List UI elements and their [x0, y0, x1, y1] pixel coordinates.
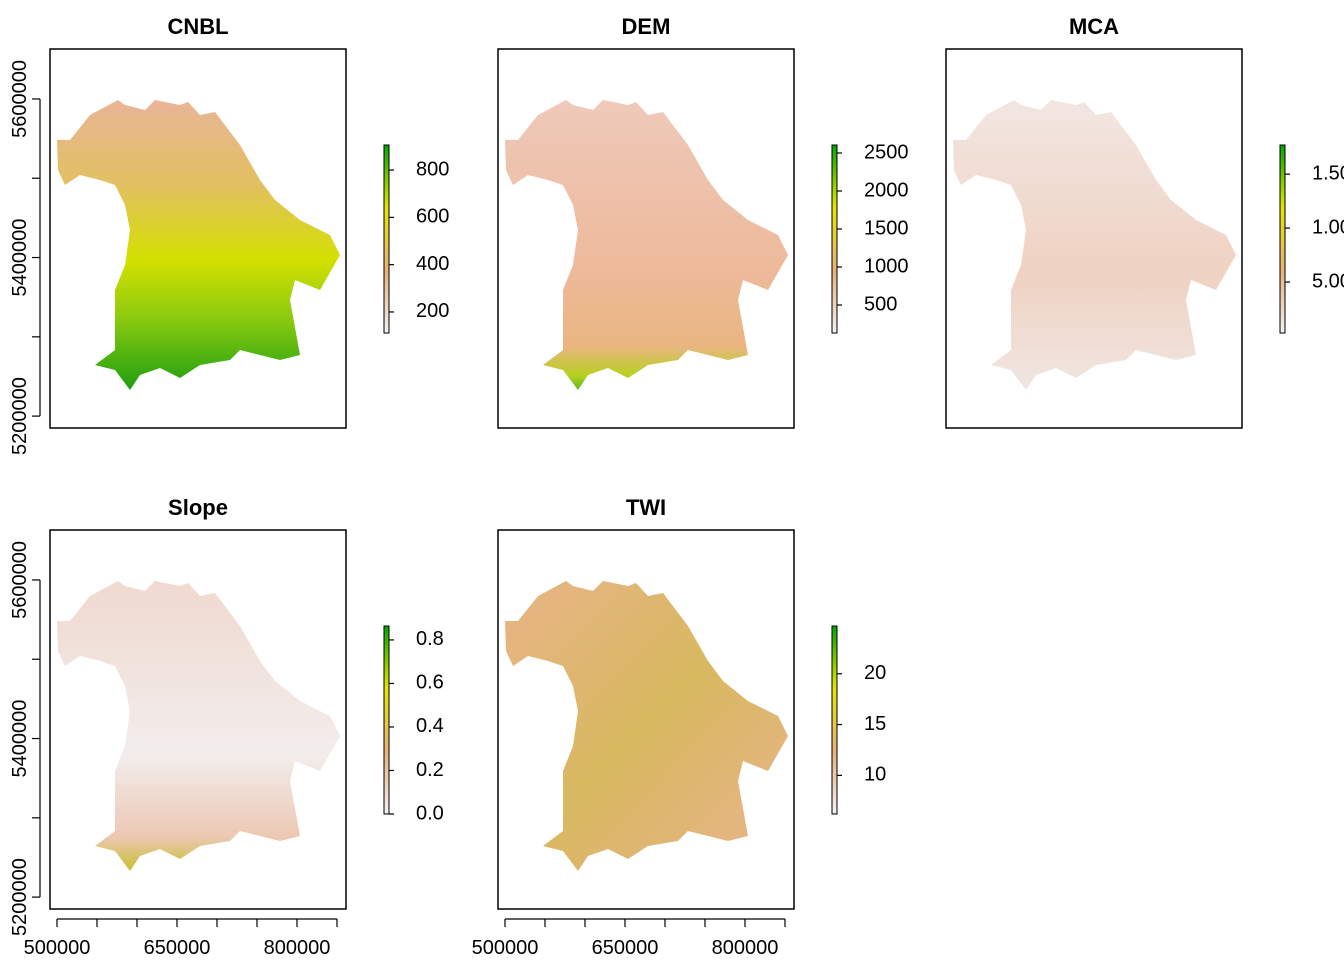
- colorbar-tick-label: 1500: [864, 217, 909, 239]
- panel-title: MCA: [1069, 14, 1119, 39]
- raster-map: [57, 100, 340, 390]
- colorbar-tick-label: 1000: [864, 255, 909, 277]
- raster-map: [505, 100, 788, 390]
- raster-map: [57, 581, 340, 871]
- colorbar-tick-label: 500: [864, 293, 897, 315]
- colorbar: [383, 625, 390, 815]
- colorbar-tick-label: 0.2: [416, 759, 444, 781]
- colorbar-tick-label: 0.4: [416, 715, 444, 737]
- panel-title: DEM: [622, 14, 671, 39]
- x-tick-label: 500000: [24, 937, 91, 959]
- panel-title: Slope: [168, 495, 228, 520]
- x-tick-label: 800000: [712, 937, 779, 959]
- colorbar: [831, 144, 838, 334]
- colorbar-tick-label: 5.00e-05: [1312, 270, 1344, 292]
- colorbar: [831, 625, 838, 815]
- y-tick-label: 5200000: [9, 858, 31, 936]
- plot-frame: [945, 48, 1243, 429]
- colorbar-tick-label: 0.6: [416, 672, 444, 694]
- colorbar: [383, 144, 390, 334]
- colorbar-tick-label: 20: [864, 662, 886, 684]
- colorbar-tick-label: 200: [416, 300, 449, 322]
- panel-title: TWI: [626, 495, 666, 520]
- colorbar-tick-label: 800: [416, 158, 449, 180]
- colorbar-tick-label: 600: [416, 206, 449, 228]
- colorbar-tick-label: 0.0: [416, 802, 444, 824]
- colorbar-tick-label: 15: [864, 713, 886, 735]
- y-tick-label: 5600000: [9, 60, 31, 138]
- raster-map: [953, 100, 1236, 390]
- x-tick-label: 500000: [472, 937, 539, 959]
- plot-frame: [497, 48, 795, 429]
- panel-title: CNBL: [167, 14, 228, 39]
- x-tick-label: 650000: [144, 937, 211, 959]
- y-tick-label: 5200000: [9, 377, 31, 455]
- colorbar-tick-label: 10: [864, 764, 886, 786]
- colorbar-tick-label: 0.8: [416, 628, 444, 650]
- x-tick-label: 800000: [264, 937, 331, 959]
- plot-frame: [497, 529, 795, 910]
- colorbar-tick-label: 2000: [864, 179, 909, 201]
- x-tick-label: 650000: [592, 937, 659, 959]
- colorbar-tick-label: 2500: [864, 141, 909, 163]
- plot-frame: [49, 48, 347, 429]
- colorbar-tick-label: 1.50e-04: [1312, 162, 1344, 184]
- y-tick-label: 5600000: [9, 541, 31, 619]
- colorbar-tick-label: 1.00e-04: [1312, 216, 1344, 238]
- raster-map: [505, 581, 788, 871]
- y-tick-label: 5400000: [9, 700, 31, 778]
- y-tick-label: 5400000: [9, 219, 31, 297]
- colorbar: [1279, 144, 1286, 334]
- colorbar-tick-label: 400: [416, 253, 449, 275]
- plot-frame: [49, 529, 347, 910]
